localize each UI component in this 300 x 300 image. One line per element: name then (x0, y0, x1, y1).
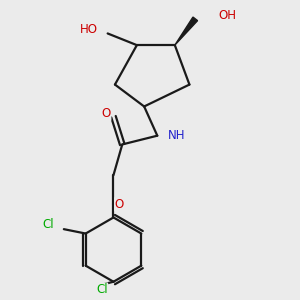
Text: O: O (115, 198, 124, 211)
Text: Cl: Cl (96, 283, 108, 296)
Text: O: O (102, 107, 111, 120)
Text: NH: NH (167, 129, 185, 142)
Text: Cl: Cl (42, 218, 54, 231)
Text: HO: HO (80, 22, 98, 36)
Polygon shape (175, 17, 198, 45)
Text: OH: OH (219, 9, 237, 22)
